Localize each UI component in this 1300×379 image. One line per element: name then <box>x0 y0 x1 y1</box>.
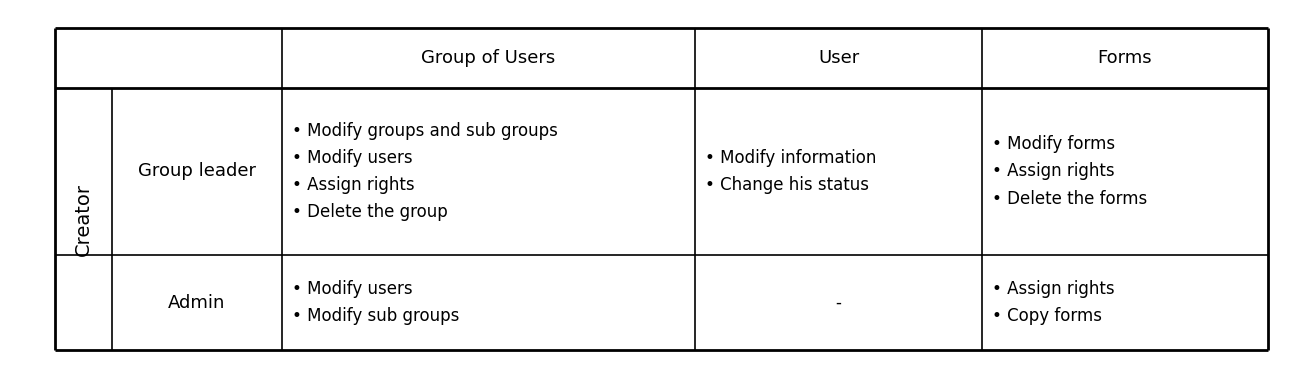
Text: Group of Users: Group of Users <box>421 49 555 67</box>
Text: • Modify groups and sub groups
• Modify users
• Assign rights
• Delete the group: • Modify groups and sub groups • Modify … <box>292 122 558 221</box>
Text: • Modify users
• Modify sub groups: • Modify users • Modify sub groups <box>292 280 459 325</box>
Text: User: User <box>818 49 859 67</box>
Text: Admin: Admin <box>168 293 226 312</box>
Text: Group leader: Group leader <box>138 163 256 180</box>
Text: • Modify information
• Change his status: • Modify information • Change his status <box>705 149 876 194</box>
Text: • Assign rights
• Copy forms: • Assign rights • Copy forms <box>992 280 1114 325</box>
Text: • Modify forms
• Assign rights
• Delete the forms: • Modify forms • Assign rights • Delete … <box>992 135 1147 208</box>
Text: Forms: Forms <box>1097 49 1152 67</box>
Text: Creator: Creator <box>74 183 94 255</box>
Text: -: - <box>836 293 841 312</box>
